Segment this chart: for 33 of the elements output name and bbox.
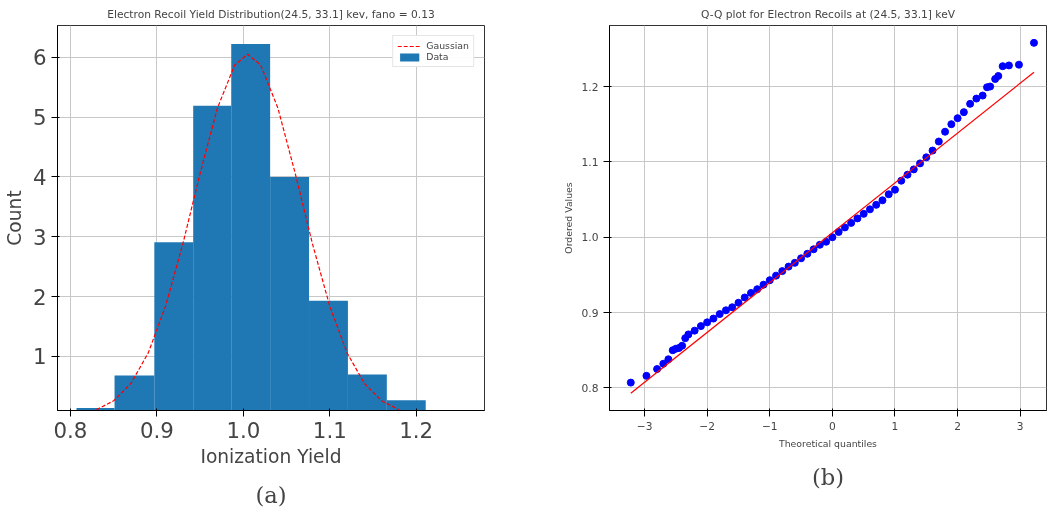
y-tick-label: 0.9 <box>581 306 599 320</box>
y-tick-label: 1.2 <box>581 80 599 94</box>
y-tick-label: 5 <box>32 105 47 131</box>
y-tick-label: 0.8 <box>581 381 599 395</box>
x-axis-title: Ionization Yield <box>200 445 342 467</box>
x-tick-label: 1.2 <box>399 417 434 443</box>
y-tick-label: 4 <box>32 164 47 190</box>
y-tick-label: 2 <box>32 284 47 310</box>
x-tick-label: 1.0 <box>226 417 261 443</box>
x-tick-label: 1 <box>891 419 899 433</box>
text: (b) <box>811 463 845 490</box>
y-tick-label: 3 <box>32 224 47 250</box>
x-tick-label: 0.9 <box>139 417 174 443</box>
x-tick-label: −1 <box>761 419 778 433</box>
y-tick-label: 1.1 <box>581 155 599 169</box>
x-tick-label: 3 <box>1016 419 1024 433</box>
y-axis-title: Count <box>3 190 25 246</box>
x-tick-label: 2 <box>954 419 961 433</box>
y-tick-label: 1 <box>32 344 47 370</box>
legend-label: Data <box>426 51 449 62</box>
text: (a) <box>255 481 287 508</box>
x-tick-label: −3 <box>636 419 653 433</box>
x-axis-title: Theoretical quantiles <box>778 437 878 449</box>
x-tick-label: 0.8 <box>53 417 88 443</box>
x-tick-label: −2 <box>699 419 716 433</box>
y-axis-title: Ordered Values <box>562 182 574 254</box>
chart-title: Q-Q plot for Electron Recoils at (24.5, 33.1] keV <box>700 7 956 21</box>
legend-label: Gaussian <box>426 40 469 51</box>
chart-title: Electron Recoil Yield Distribution(24.5, 33.1] kev, fano = 0.13 <box>107 7 435 21</box>
y-tick-label: 6 <box>32 45 47 71</box>
x-tick-label: 0 <box>828 419 836 433</box>
x-tick-label: 1.1 <box>312 417 347 443</box>
y-tick-label: 1.0 <box>581 231 599 245</box>
